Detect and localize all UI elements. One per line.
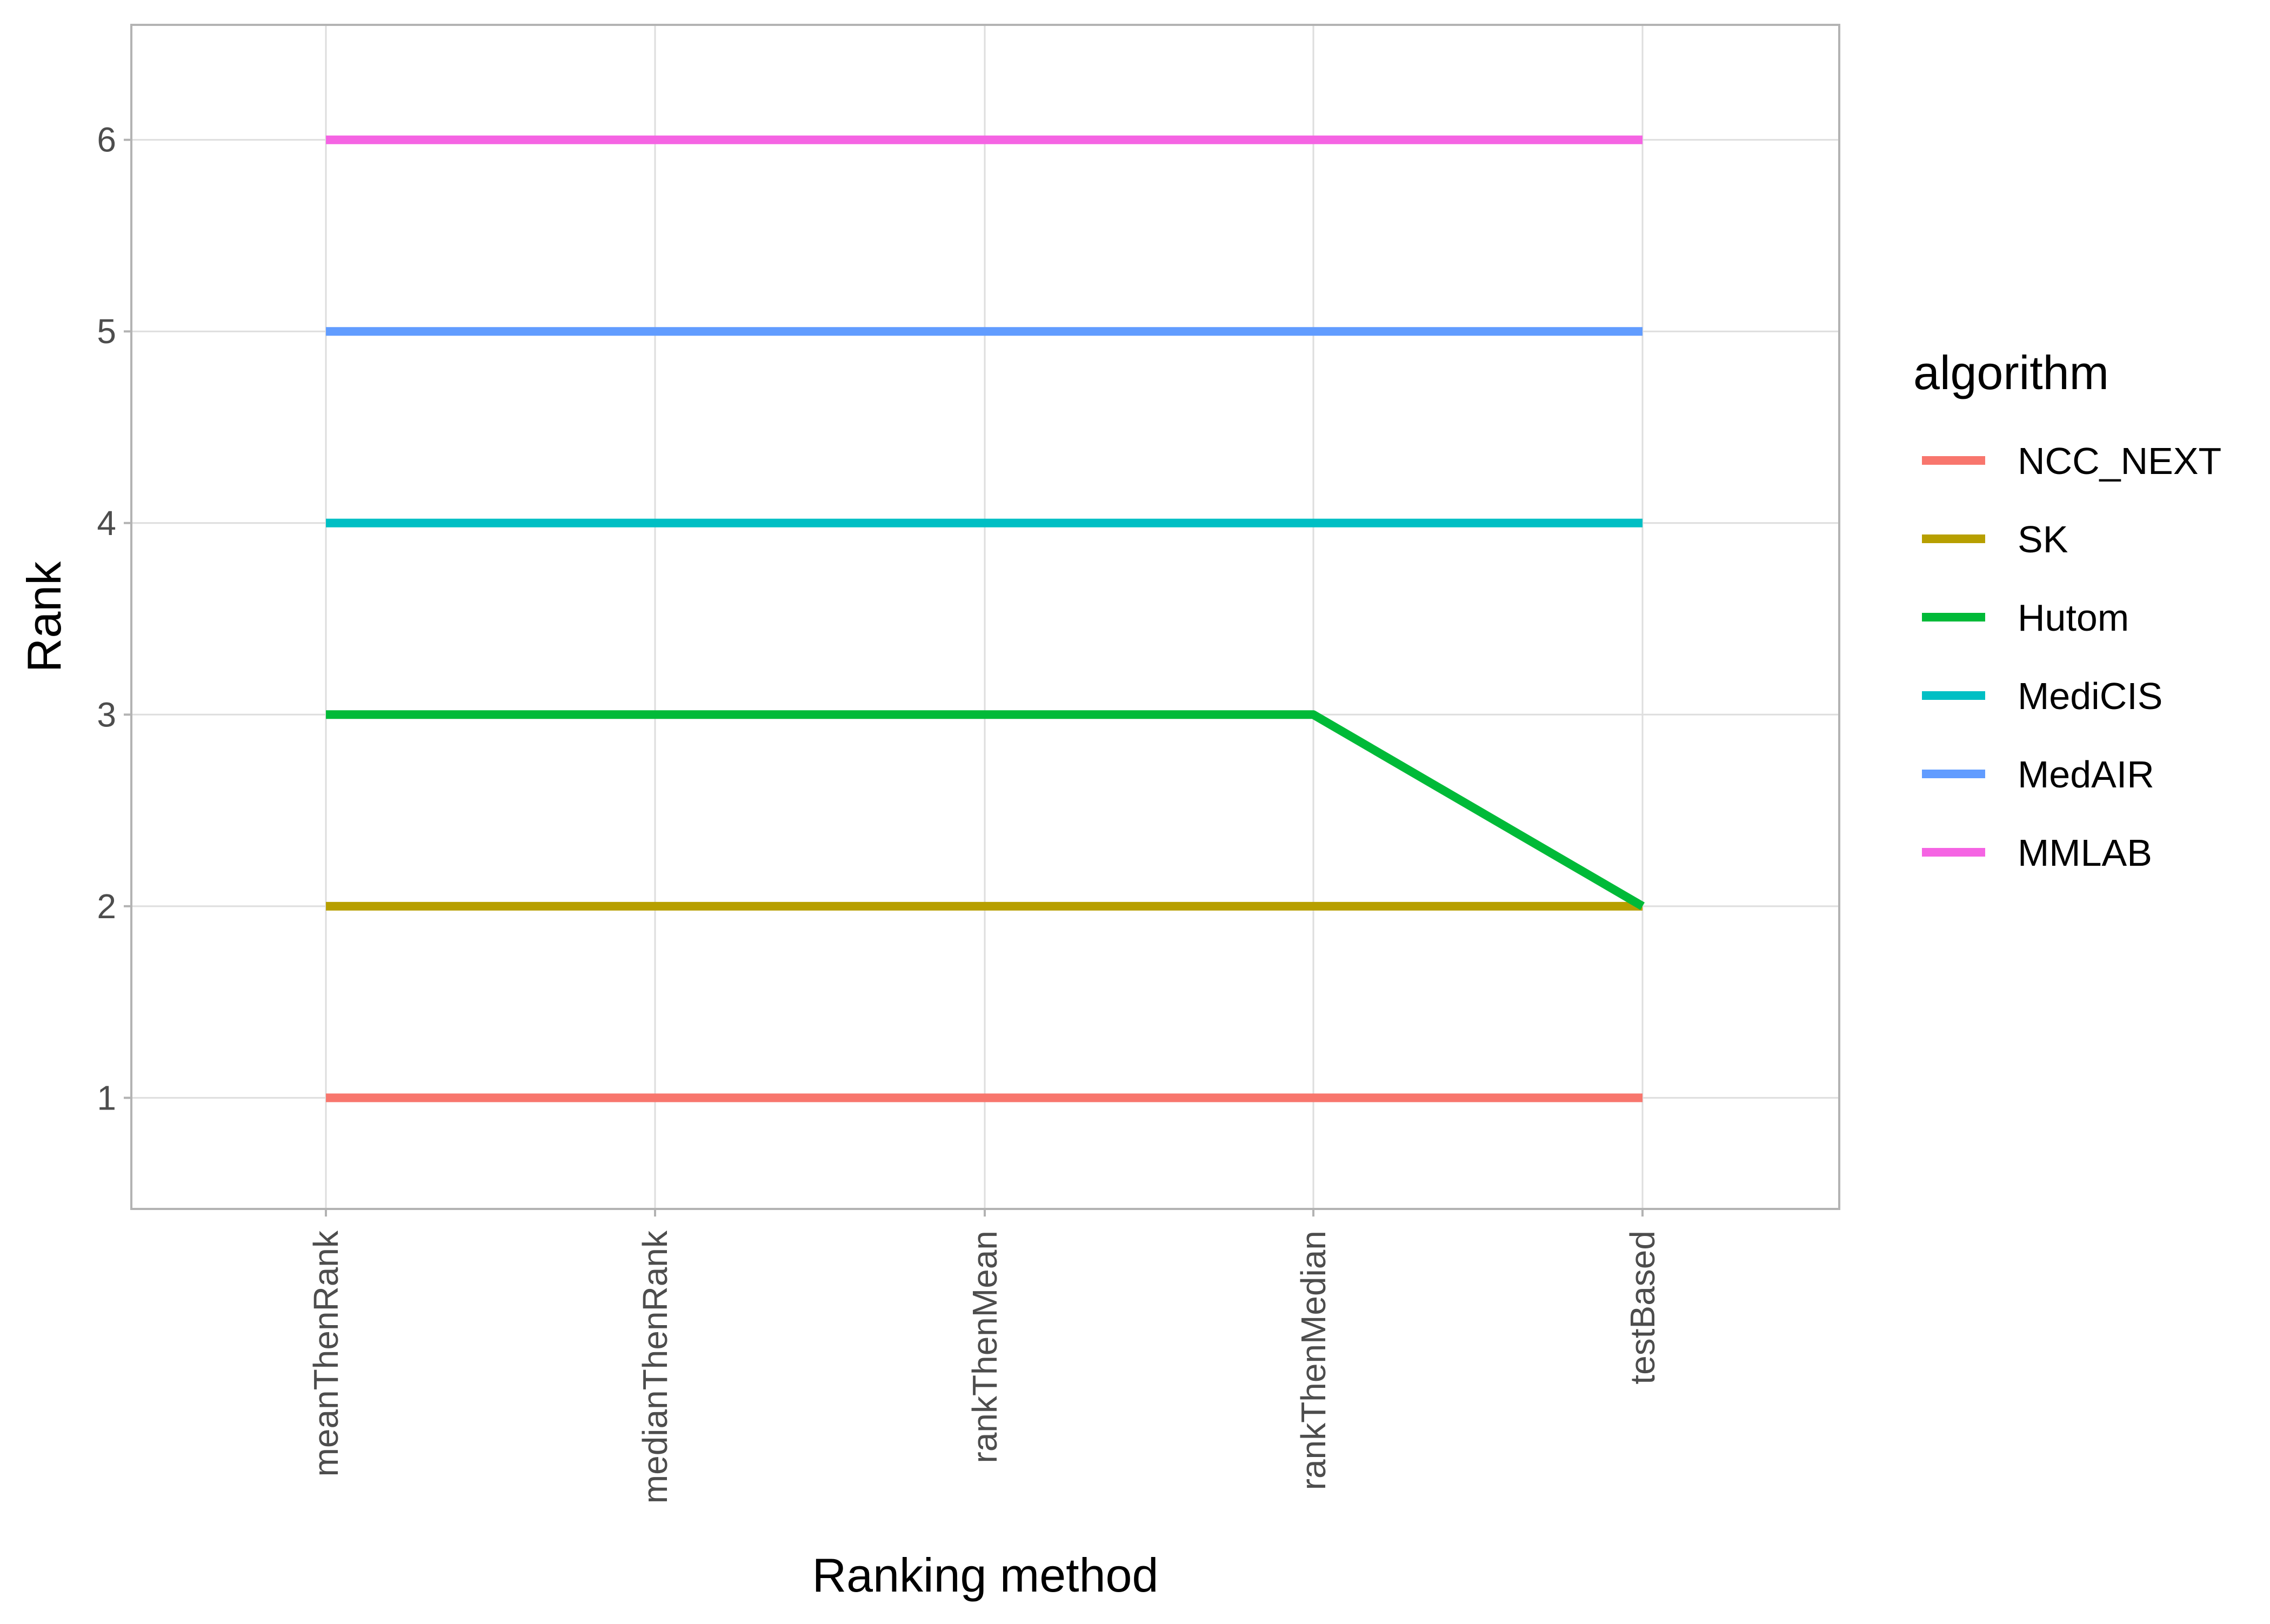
- legend-title: algorithm: [1913, 346, 2109, 399]
- y-tick-label: 5: [97, 312, 116, 351]
- y-axis-title: Rank: [17, 561, 71, 672]
- series-line-hutom: [326, 710, 1645, 910]
- ticks-layer: 1 2 3 4 5 6 meanThenRank medianThenRank rankThen…: [97, 121, 1662, 1503]
- legend-label: Hutom: [2018, 597, 2129, 639]
- x-tick-label: rankThenMedian: [1294, 1231, 1333, 1490]
- legend-label: NCC_NEXT: [2018, 440, 2221, 482]
- y-tick-label: 4: [97, 504, 116, 543]
- legend-label: MMLAB: [2018, 832, 2152, 874]
- x-tick-label: rankThenMean: [965, 1231, 1004, 1463]
- series-layer: [326, 135, 1645, 1102]
- grid-layer: [131, 25, 1839, 1209]
- y-tick-label: 6: [97, 121, 116, 159]
- legend-label: MediCIS: [2018, 675, 2162, 717]
- y-tick-label: 1: [97, 1078, 116, 1117]
- x-tick-label: meanThenRank: [306, 1230, 345, 1476]
- legend-items: NCC_NEXT SK Hutom MediCIS MedAIR MMLAB: [1922, 440, 2221, 874]
- y-tick-label: 3: [97, 695, 116, 734]
- x-tick-label: medianThenRank: [636, 1230, 675, 1503]
- y-tick-label: 2: [97, 887, 116, 926]
- x-tick-label: testBased: [1623, 1231, 1662, 1385]
- x-axis-title: Ranking method: [812, 1548, 1159, 1602]
- legend-label: SK: [2018, 518, 2068, 560]
- legend-label: MedAIR: [2018, 753, 2154, 796]
- legend: algorithm NCC_NEXT SK Hutom MediCIS MedAIR MM…: [1913, 346, 2221, 874]
